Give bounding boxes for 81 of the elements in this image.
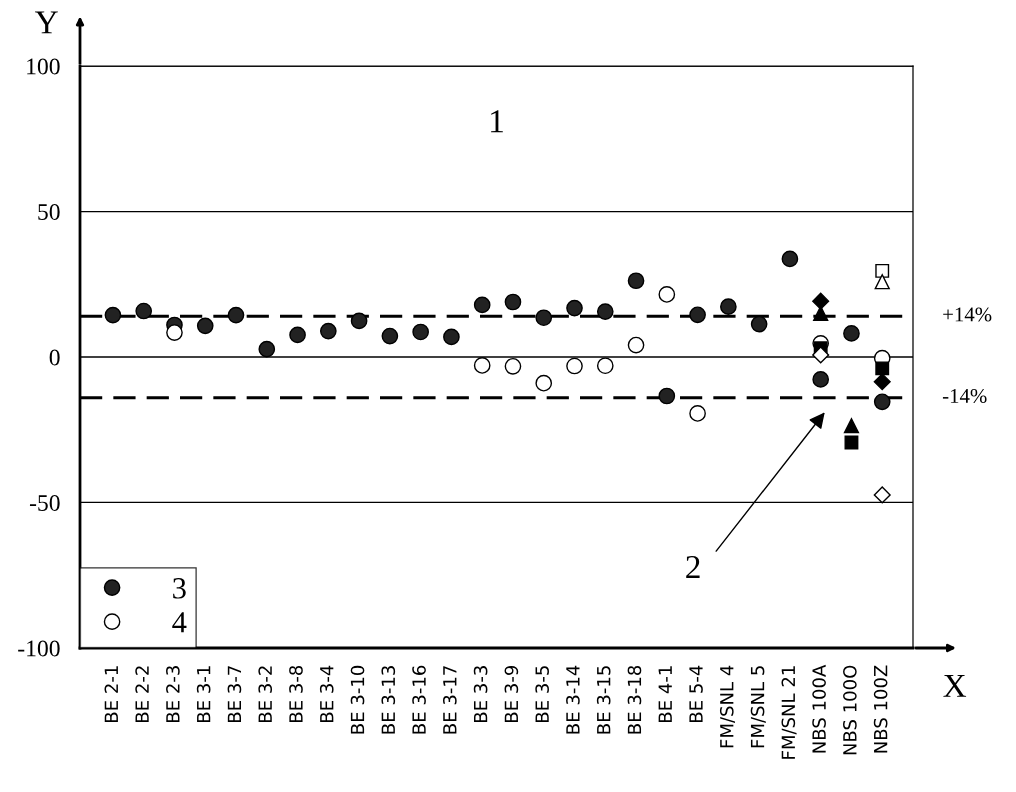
point — [196, 317, 214, 335]
point — [504, 293, 522, 311]
x-axis-title: X — [943, 674, 967, 697]
point — [812, 371, 830, 388]
x-tick-label: BE 3-7 — [227, 666, 242, 722]
x-tick-label: BE 3-16 — [412, 665, 426, 734]
x-tick-label: BE 3-14 — [566, 665, 580, 734]
point — [689, 306, 706, 324]
point — [350, 312, 368, 330]
x-tick-label: BE 3-8 — [289, 665, 303, 722]
point — [781, 250, 799, 268]
point — [658, 387, 676, 405]
point — [381, 327, 399, 345]
point — [812, 346, 830, 364]
x-tick-label: BE 3-17 — [443, 666, 457, 734]
point — [535, 309, 553, 327]
point — [873, 373, 891, 391]
x-tick-label: BE 2-3 — [166, 666, 180, 722]
point — [566, 357, 583, 375]
point — [843, 418, 860, 434]
point — [843, 325, 860, 342]
point — [104, 306, 122, 324]
point — [473, 296, 491, 314]
x-tick-label: BE 3-5 — [535, 666, 549, 722]
x-tick-label: NBS 100Z — [873, 665, 888, 753]
x-tick-label: BE 3-3 — [473, 666, 488, 722]
legend-label: 4 — [172, 612, 187, 633]
x-tick-label: BE 3-2 — [258, 666, 273, 722]
ref-line-label: +14% — [943, 307, 992, 322]
point — [504, 357, 522, 375]
point — [319, 322, 337, 340]
x-tick-label: BE 2-2 — [135, 666, 149, 722]
x-tick-label: BE 5-4 — [689, 665, 703, 722]
y-tick-label: 100 — [27, 58, 60, 75]
point — [875, 361, 890, 376]
y-tick-label: 50 — [38, 203, 60, 220]
point — [566, 299, 583, 317]
point — [627, 272, 645, 290]
point — [596, 303, 614, 320]
point — [875, 263, 890, 278]
x-tick-label: BE 3-13 — [381, 666, 396, 734]
point — [227, 306, 245, 324]
x-tick-label: NBS 100A — [812, 664, 826, 753]
point — [627, 336, 645, 354]
point — [412, 323, 429, 341]
point — [873, 486, 891, 504]
point — [535, 374, 553, 392]
x-tick-label: BE 3-1 — [196, 666, 211, 722]
point — [874, 273, 890, 290]
point — [689, 405, 706, 422]
y-tick-label: -100 — [18, 640, 60, 657]
x-tick-label: FM/SNL 21 — [781, 666, 797, 759]
x-tick-label: BE 3-18 — [627, 665, 642, 734]
point — [596, 357, 614, 375]
point — [750, 315, 768, 333]
point — [658, 286, 676, 303]
point — [720, 298, 737, 315]
annotation: 2 — [686, 555, 700, 579]
ref-line-label: -14% — [942, 388, 987, 404]
point — [289, 326, 306, 344]
annotation: 1 — [491, 110, 503, 133]
x-tick-label: BE 3-15 — [596, 666, 611, 734]
x-tick-label: NBS 100O — [843, 665, 857, 755]
x-tick-label: BE 4-1 — [658, 666, 672, 722]
y-tick-label: 0 — [49, 349, 60, 366]
point — [258, 340, 276, 358]
y-axis-title: Y — [35, 11, 58, 34]
x-tick-label: FM/SNL 4 — [719, 665, 736, 748]
point — [135, 302, 153, 320]
x-tick-label: BE 3-10 — [350, 665, 365, 734]
point — [812, 292, 830, 310]
y-tick-label: -50 — [29, 494, 60, 511]
point — [873, 393, 891, 411]
x-tick-label: BE 2-1 — [104, 666, 118, 722]
x-tick-label: FM/SNL 5 — [750, 666, 766, 748]
x-tick-label: BE 3-9 — [504, 665, 519, 722]
point — [166, 324, 183, 341]
x-tick-label: BE 3-4 — [319, 665, 334, 722]
point — [443, 328, 460, 346]
legend-label: 3 — [173, 578, 186, 599]
point — [473, 357, 491, 374]
